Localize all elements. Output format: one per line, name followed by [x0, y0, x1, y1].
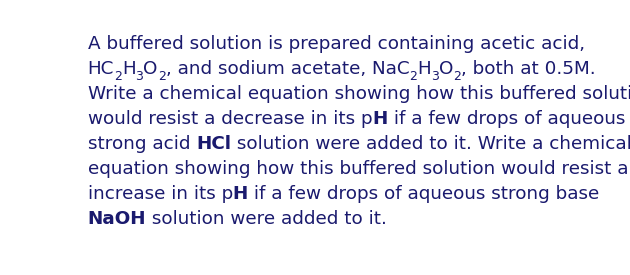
Text: 3: 3 [431, 70, 438, 83]
Text: 2: 2 [114, 70, 122, 83]
Text: 2: 2 [409, 70, 417, 83]
Text: increase in its p: increase in its p [88, 185, 233, 203]
Text: NaOH: NaOH [88, 210, 146, 228]
Text: if a few drops of aqueous strong base: if a few drops of aqueous strong base [248, 185, 599, 203]
Text: 2: 2 [158, 70, 166, 83]
Text: H: H [372, 110, 387, 128]
Text: O: O [143, 60, 158, 78]
Text: A buffered solution is prepared containing acetic acid,: A buffered solution is prepared containi… [88, 35, 585, 53]
Text: if a few drops of aqueous: if a few drops of aqueous [387, 110, 625, 128]
Text: , both at 0.5M.: , both at 0.5M. [461, 60, 595, 78]
Text: HC: HC [88, 60, 114, 78]
Text: O: O [438, 60, 453, 78]
Text: solution were added to it. Write a chemical: solution were added to it. Write a chemi… [231, 135, 630, 153]
Text: Write a chemical equation showing how this buffered solution: Write a chemical equation showing how th… [88, 85, 630, 103]
Text: HCl: HCl [196, 135, 231, 153]
Text: , and sodium acetate, NaC: , and sodium acetate, NaC [166, 60, 409, 78]
Text: 3: 3 [135, 70, 143, 83]
Text: H: H [233, 185, 248, 203]
Text: equation showing how this buffered solution would resist an: equation showing how this buffered solut… [88, 160, 630, 178]
Text: solution were added to it.: solution were added to it. [146, 210, 387, 228]
Text: H: H [417, 60, 431, 78]
Text: strong acid: strong acid [88, 135, 196, 153]
Text: 2: 2 [453, 70, 461, 83]
Text: would resist a decrease in its p: would resist a decrease in its p [88, 110, 372, 128]
Text: H: H [122, 60, 135, 78]
